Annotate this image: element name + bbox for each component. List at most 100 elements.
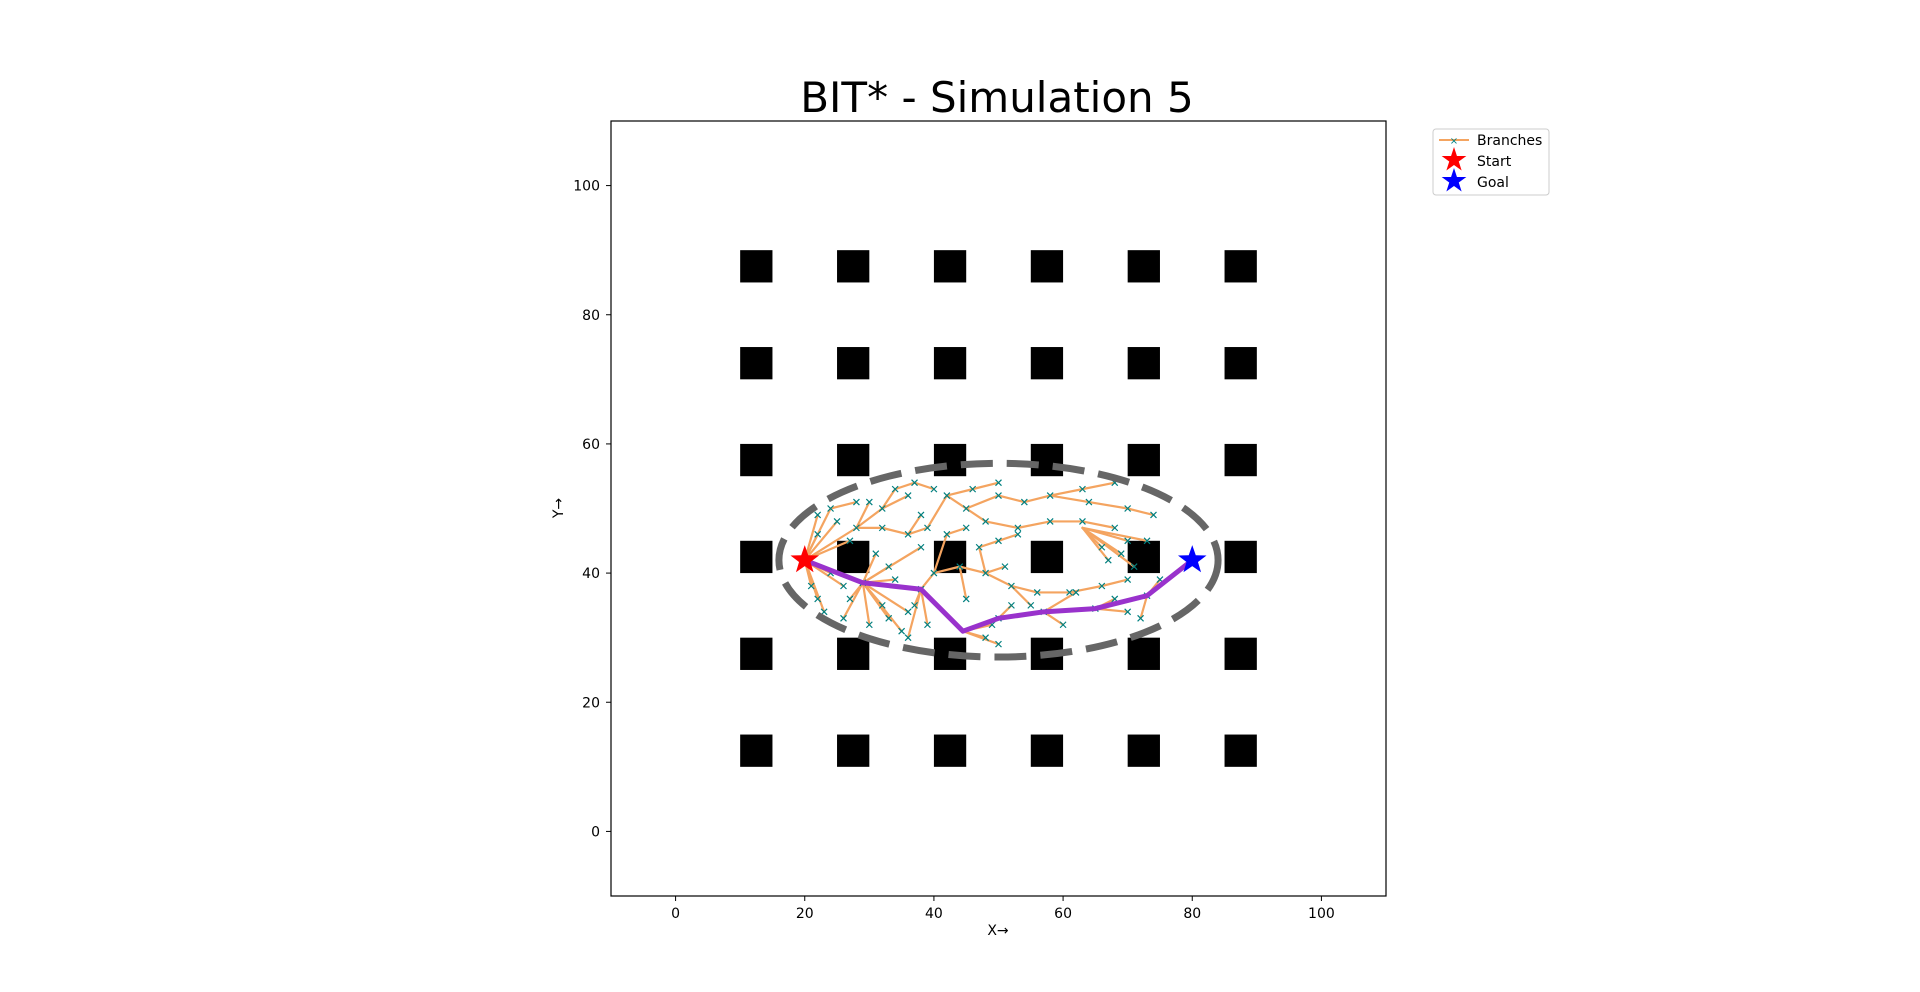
- obstacle-block: [837, 540, 870, 574]
- branch-segment: [913, 481, 936, 491]
- branch-segment: [881, 494, 910, 510]
- sample-point: [924, 621, 931, 629]
- sample-point: [1014, 524, 1022, 532]
- sample-point: [852, 524, 860, 532]
- sample-point: [1124, 576, 1132, 583]
- branch-segment: [958, 565, 987, 575]
- x-axis-label: X→: [987, 923, 1009, 939]
- obstacles-layer: [740, 250, 1257, 767]
- x-tick-label: 20: [796, 906, 814, 922]
- sample-point: [1007, 601, 1015, 609]
- branch-segment: [1010, 584, 1039, 594]
- legend-goal-label: Goal: [1477, 175, 1509, 191]
- sample-point: [1124, 608, 1132, 616]
- branch-segment: [1016, 520, 1052, 529]
- branch-segment: [829, 500, 858, 510]
- obstacle-block: [1127, 347, 1160, 380]
- branch-segment: [1100, 578, 1129, 588]
- y-tick-label: 60: [582, 437, 600, 453]
- branch-segment: [1023, 494, 1052, 504]
- y-axis-label: Y→: [551, 498, 567, 520]
- sample-point: [975, 543, 983, 551]
- sample-point: [956, 563, 964, 571]
- obstacle-block: [740, 540, 773, 574]
- sample-point: [865, 621, 873, 629]
- sample-point: [1130, 563, 1138, 571]
- obstacle-block: [740, 734, 773, 767]
- sample-point: [904, 634, 912, 642]
- sample-point: [1079, 485, 1086, 493]
- sample-point: [1111, 524, 1119, 532]
- sample-point: [1117, 550, 1125, 558]
- legend-branches-marker: ×: [1450, 136, 1458, 147]
- obstacle-block: [1224, 347, 1257, 380]
- plot-frame: [610, 120, 1387, 897]
- sample-point: [898, 627, 906, 635]
- x-tick-label: 0: [671, 906, 680, 922]
- sample-point: [885, 563, 893, 571]
- sample-point: [1066, 589, 1073, 596]
- branch-segment: [1081, 520, 1116, 529]
- branch-segment: [803, 520, 839, 562]
- branch-segment: [971, 481, 1000, 491]
- branch-segment: [1081, 481, 1116, 491]
- x-tick-label: 40: [925, 906, 943, 922]
- informed-ellipse: [775, 459, 1222, 661]
- sample-point: [962, 505, 970, 512]
- branch-segment: [945, 526, 968, 536]
- sample-point: [878, 505, 886, 512]
- branch-segment: [997, 533, 1019, 542]
- sample-point: [1085, 498, 1093, 506]
- branch-segment: [926, 494, 948, 529]
- chart-title: BIT* - Simulation 5: [800, 73, 1194, 122]
- obstacle-block: [740, 347, 773, 380]
- sample-point: [1143, 537, 1151, 545]
- y-tick-label: 0: [591, 824, 600, 840]
- sample-point: [1072, 589, 1080, 596]
- branch-segment: [881, 488, 897, 510]
- sample-point: [911, 601, 918, 609]
- branch-segment: [861, 581, 903, 633]
- branch-segment: [881, 526, 910, 536]
- y-tick-label: 20: [582, 695, 600, 711]
- goal-star-marker: [1177, 545, 1207, 573]
- branch-segment: [945, 488, 974, 497]
- sample-point: [1124, 505, 1132, 512]
- y-axis-ticks: 0 20 40 60 80 100: [573, 179, 611, 840]
- sample-point: [995, 492, 1002, 500]
- obstacle-block: [1127, 637, 1160, 670]
- sample-point: [1098, 543, 1106, 551]
- legend: × Branches Start Goal: [1432, 128, 1550, 196]
- obstacle-block: [740, 250, 773, 283]
- branch-segment: [855, 507, 884, 529]
- x-axis-ticks: 0 20 40 60 80 100: [671, 896, 1335, 922]
- branch-segment: [961, 630, 1000, 646]
- branch-segment: [906, 588, 923, 639]
- branch-segment: [997, 494, 1026, 504]
- obstacle-block: [933, 734, 967, 767]
- sample-point: [943, 492, 951, 500]
- sample-point: [969, 485, 977, 493]
- branch-segment: [978, 539, 1000, 549]
- sample-point: [904, 530, 912, 538]
- branch-segment: [803, 526, 858, 562]
- sample-point: [962, 524, 970, 532]
- sample-point: [1014, 530, 1022, 538]
- sample-point: [846, 537, 854, 545]
- sample-point: [995, 537, 1002, 545]
- branch-segment: [984, 565, 1007, 575]
- sample-point: [962, 595, 970, 603]
- y-tick-label: 100: [573, 179, 600, 195]
- sample-point: [1020, 498, 1028, 506]
- legend-start-label: Start: [1477, 154, 1512, 170]
- branch-segment: [1010, 584, 1032, 607]
- sample-point: [904, 492, 912, 500]
- branch-segment: [861, 581, 910, 613]
- sample-point: [924, 524, 931, 532]
- sample-point: [1150, 511, 1157, 519]
- branch-segment: [861, 552, 877, 584]
- obstacle-block: [1224, 443, 1257, 477]
- obstacle-block: [1224, 637, 1257, 670]
- branch-segment: [919, 588, 929, 626]
- obstacle-block: [933, 347, 967, 380]
